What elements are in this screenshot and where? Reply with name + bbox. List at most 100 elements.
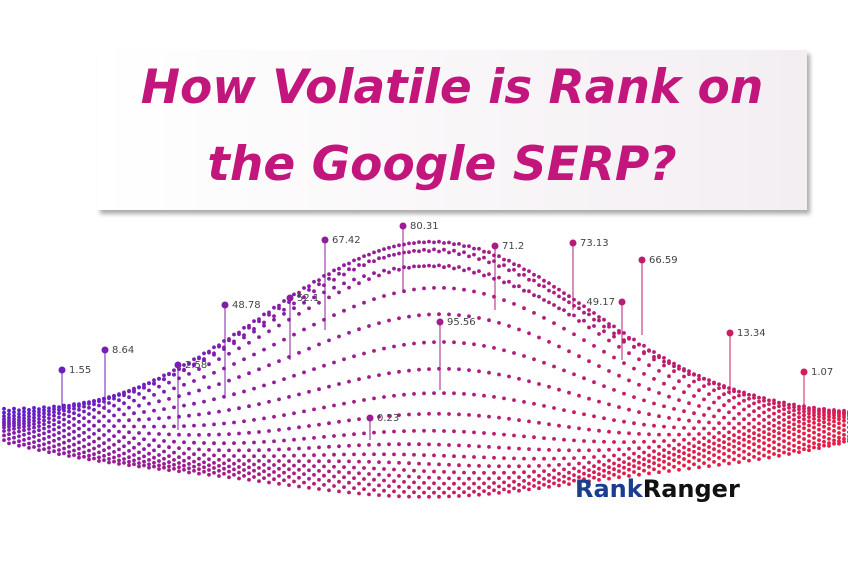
- surface-dot: [557, 423, 561, 428]
- surface-dot: [402, 480, 406, 484]
- surface-dot: [637, 382, 641, 387]
- surface-dot: [502, 396, 506, 401]
- surface-dot: [27, 446, 31, 450]
- surface-dot: [322, 435, 326, 439]
- surface-dot: [772, 434, 776, 439]
- surface-dot: [787, 452, 791, 456]
- surface-dot: [347, 418, 351, 423]
- surface-dot: [407, 442, 411, 447]
- surface-dot: [647, 412, 651, 417]
- surface-dot: [12, 424, 16, 428]
- surface-dot: [697, 432, 701, 436]
- surface-dot: [32, 406, 36, 410]
- surface-dot: [97, 428, 101, 433]
- surface-dot: [172, 405, 176, 410]
- surface-dot: [772, 398, 776, 403]
- surface-dot: [637, 342, 641, 347]
- surface-dot: [617, 457, 621, 462]
- surface-dot: [17, 415, 21, 420]
- surface-dot: [52, 407, 56, 411]
- surface-dot: [447, 443, 451, 447]
- surface-dot: [267, 329, 271, 334]
- surface-dot: [52, 433, 56, 437]
- surface-dot: [497, 464, 501, 469]
- surface-dot: [612, 355, 616, 360]
- surface-dot: [587, 396, 591, 401]
- surface-dot: [792, 417, 796, 422]
- surface-dot: [617, 447, 621, 452]
- surface-dot: [622, 331, 626, 335]
- surface-dot: [17, 425, 21, 430]
- surface-dot: [822, 424, 826, 429]
- surface-dot: [842, 428, 846, 432]
- surface-dot: [802, 421, 806, 426]
- surface-dot: [352, 486, 356, 490]
- surface-dot: [22, 409, 26, 414]
- surface-dot: [622, 338, 626, 343]
- surface-dot: [382, 268, 386, 273]
- surface-dot: [462, 250, 466, 255]
- surface-dot: [717, 462, 721, 467]
- surface-dot: [482, 481, 486, 486]
- surface-dot: [632, 366, 636, 371]
- surface-dot: [312, 453, 316, 458]
- surface-dot: [382, 255, 386, 260]
- surface-dot: [307, 446, 311, 450]
- surface-dot: [362, 254, 366, 258]
- surface-dot: [632, 440, 636, 444]
- surface-dot: [667, 456, 671, 461]
- surface-dot: [692, 379, 696, 384]
- surface-dot: [17, 408, 21, 413]
- surface-dot: [827, 412, 831, 416]
- surface-dot: [632, 337, 636, 342]
- surface-dot: [797, 434, 801, 439]
- surface-dot: [582, 465, 586, 470]
- surface-dot: [87, 405, 91, 410]
- surface-dot: [2, 410, 6, 415]
- surface-dot: [552, 456, 556, 461]
- surface-dot: [82, 454, 86, 459]
- surface-dot: [187, 466, 191, 471]
- surface-dot: [572, 372, 576, 377]
- surface-dot: [312, 464, 316, 468]
- surface-dot: [327, 444, 331, 449]
- surface-dot: [627, 407, 631, 412]
- surface-dot: [502, 456, 506, 460]
- surface-dot: [562, 308, 566, 312]
- surface-dot: [777, 448, 781, 453]
- surface-dot: [112, 424, 116, 428]
- surface-dot: [647, 459, 651, 464]
- surface-dot: [467, 413, 471, 417]
- surface-dot: [837, 414, 841, 419]
- surface-dot: [217, 457, 221, 462]
- surface-dot: [367, 252, 371, 257]
- surface-dot: [182, 403, 186, 408]
- surface-dot: [302, 436, 306, 441]
- surface-dot: [382, 467, 386, 471]
- surface-dot: [187, 391, 191, 396]
- surface-dot: [282, 413, 286, 417]
- surface-dot: [517, 284, 521, 289]
- surface-dot: [447, 312, 451, 317]
- surface-dot: [787, 441, 791, 446]
- surface-dot: [692, 426, 696, 431]
- surface-dot: [132, 424, 136, 429]
- surface-dot: [552, 284, 556, 289]
- surface-dot: [42, 415, 46, 419]
- surface-dot: [412, 452, 416, 457]
- surface-dot: [207, 411, 211, 415]
- surface-dot: [687, 418, 691, 423]
- surface-dot: [297, 290, 301, 295]
- surface-dot: [172, 424, 176, 429]
- surface-dot: [437, 442, 441, 447]
- surface-dot: [417, 264, 421, 269]
- surface-dot: [72, 404, 76, 408]
- surface-dot: [42, 426, 46, 431]
- surface-dot: [377, 321, 381, 325]
- surface-dot: [417, 461, 421, 466]
- surface-dot: [407, 485, 411, 490]
- surface-dot: [137, 431, 141, 435]
- surface-dot: [662, 424, 666, 429]
- surface-dot: [542, 477, 546, 481]
